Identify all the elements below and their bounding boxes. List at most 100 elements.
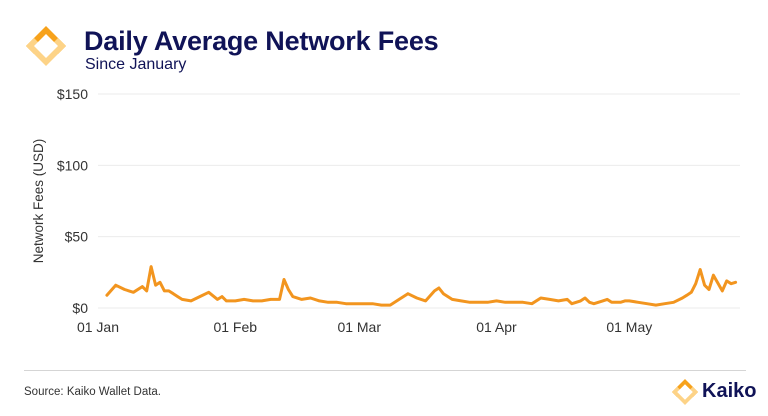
data-point (190, 300, 192, 302)
data-point (548, 298, 551, 301)
x-tick-label: 01 May (606, 319, 652, 335)
data-point (686, 294, 688, 297)
data-point (615, 301, 617, 304)
footer-divider (24, 370, 746, 371)
data-point (327, 301, 330, 304)
data-point (721, 290, 724, 292)
data-point (584, 297, 586, 299)
data-point (309, 297, 312, 299)
y-tick-label: $0 (72, 300, 88, 316)
brand-name: Kaiko (702, 380, 757, 402)
data-point (154, 284, 157, 287)
data-point (557, 300, 560, 302)
x-tick-label: 01 Apr (476, 319, 517, 335)
data-point (571, 302, 573, 305)
chart-subtitle: Since January (85, 56, 187, 73)
data-point (606, 298, 608, 301)
data-point (407, 292, 409, 295)
data-point (145, 290, 148, 292)
y-tick-label: $100 (57, 157, 88, 173)
data-point (283, 278, 285, 281)
x-tick-label: 01 Mar (337, 319, 381, 335)
source-note: Source: Kaiko Wallet Data. (24, 386, 161, 398)
line-chart: $0 $50 $100 $150 01 Jan 01 Feb 01 Mar 01 Apr 01 … (31, 86, 740, 335)
data-point (216, 298, 219, 301)
data-point (451, 298, 454, 301)
data-point (163, 290, 166, 292)
data-point (703, 284, 706, 287)
data-point (672, 301, 675, 304)
data-point (141, 285, 144, 288)
data-point (540, 297, 542, 299)
data-point (278, 298, 281, 301)
data-point (438, 287, 440, 289)
data-point (362, 302, 365, 305)
data-point (725, 280, 728, 282)
data-point (243, 298, 245, 301)
data-point (114, 284, 117, 287)
y-tick-label: $50 (65, 229, 89, 245)
data-point (345, 302, 347, 305)
data-point (646, 302, 648, 305)
data-point (486, 301, 489, 304)
data-point (424, 300, 427, 302)
data-point (628, 300, 631, 302)
data-point (181, 298, 183, 301)
data-point (207, 291, 210, 294)
data-point (416, 297, 418, 299)
brand-mark[interactable]: Kaiko (672, 378, 756, 406)
data-point (734, 281, 737, 284)
y-tick-label: $150 (57, 86, 88, 102)
data-point (225, 300, 228, 302)
data-point (513, 301, 515, 304)
data-point (132, 291, 135, 294)
data-point (663, 302, 666, 305)
data-point (460, 300, 462, 302)
data-point (593, 302, 595, 305)
data-point (442, 292, 445, 295)
data-point (531, 302, 533, 305)
data-point (292, 295, 294, 298)
data-point (252, 300, 254, 302)
data-point (712, 274, 715, 277)
data-point (637, 301, 639, 304)
x-tick-label: 01 Jan (77, 319, 119, 335)
data-point (655, 304, 657, 306)
data-point (398, 298, 400, 301)
data-point (354, 302, 356, 305)
data-point (566, 298, 569, 301)
data-point (690, 291, 693, 294)
data-point (269, 298, 272, 301)
data-point (681, 297, 684, 299)
kaiko-logo-icon (26, 26, 66, 66)
data-point (168, 290, 170, 292)
data-point (176, 295, 179, 298)
data-point (601, 300, 604, 302)
data-point (504, 301, 507, 304)
data-point (469, 301, 471, 304)
data-point (708, 288, 710, 291)
data-point (694, 282, 697, 285)
data-point (123, 288, 126, 291)
y-axis-label: Network Fees (USD) (31, 139, 46, 264)
data-point (730, 282, 732, 285)
data-point (389, 304, 392, 306)
data-point (221, 295, 223, 298)
x-tick-label: 01 Feb (213, 319, 257, 335)
data-point (300, 298, 303, 301)
series-line (105, 265, 738, 307)
data-point (478, 301, 480, 304)
data-point (579, 300, 582, 302)
data-point (624, 300, 626, 302)
data-point (371, 302, 374, 305)
data-point (610, 301, 613, 304)
data-point (318, 300, 321, 302)
data-point (495, 300, 498, 302)
data-point (597, 301, 600, 304)
data-point (172, 292, 175, 295)
data-point (336, 301, 338, 304)
data-point (699, 268, 701, 271)
data-point (588, 301, 591, 304)
data-point (106, 294, 108, 297)
data-point (433, 290, 436, 292)
